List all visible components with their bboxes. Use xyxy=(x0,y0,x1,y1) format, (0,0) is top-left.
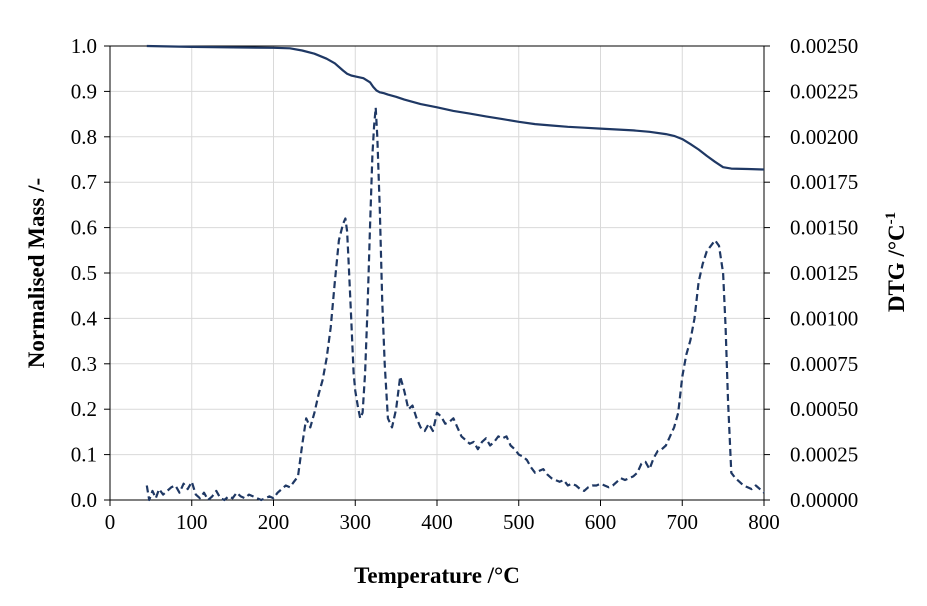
left-y-tick-label: 0.8 xyxy=(71,125,97,149)
x-tick-label: 800 xyxy=(748,510,780,534)
x-tick-label: 400 xyxy=(421,510,453,534)
normalised-mass-line xyxy=(146,44,765,171)
series-layer xyxy=(145,44,765,502)
right-y-tick-label: 0.00200 xyxy=(790,125,858,149)
right-y-axis: 0.00000 0.00025 0.00050 0.00075 0.00100 0.001… xyxy=(764,34,858,512)
x-tick-label: 500 xyxy=(503,510,535,534)
right-y-tick-label: 0.00050 xyxy=(790,397,858,421)
left-y-tick-label: 0.0 xyxy=(71,488,97,512)
right-y-tick-label: 0.00150 xyxy=(790,216,858,240)
left-y-axis: 0.0 0.1 0.2 0.3 0.4 0.5 0.6 0.7 0.8 0.9 1.0 xyxy=(71,34,110,512)
x-tick-label: 300 xyxy=(340,510,372,534)
right-y-axis-title-main: DTG /°C xyxy=(884,224,909,312)
right-y-axis-title-superscript: -1 xyxy=(883,212,899,225)
x-axis-title: Temperature /°C xyxy=(354,563,520,588)
x-axis: 0 100 200 300 400 500 600 700 800 xyxy=(105,500,780,534)
x-tick-label: 700 xyxy=(667,510,699,534)
left-y-tick-label: 0.7 xyxy=(71,170,97,194)
x-tick-label: 200 xyxy=(258,510,290,534)
grid xyxy=(109,45,765,501)
left-y-tick-label: 0.4 xyxy=(71,306,98,330)
right-y-tick-label: 0.00100 xyxy=(790,306,858,330)
right-y-tick-label: 0.00225 xyxy=(790,79,858,103)
right-y-tick-label: 0.00000 xyxy=(790,488,858,512)
right-y-axis-title: DTG /°C-1 xyxy=(883,212,909,312)
left-y-axis-title: Normalised Mass /- xyxy=(24,178,49,368)
x-tick-label: 100 xyxy=(176,510,208,534)
left-y-tick-label: 0.3 xyxy=(71,352,97,376)
right-y-tick-label: 0.00025 xyxy=(790,443,858,467)
right-y-tick-label: 0.00175 xyxy=(790,170,858,194)
left-y-tick-label: 0.6 xyxy=(71,216,97,240)
right-y-tick-label: 0.00125 xyxy=(790,261,858,285)
left-y-tick-label: 1.0 xyxy=(71,34,97,58)
right-y-tick-label: 0.00075 xyxy=(790,352,858,376)
left-y-tick-label: 0.1 xyxy=(71,443,97,467)
x-tick-label: 0 xyxy=(105,510,116,534)
left-y-tick-label: 0.2 xyxy=(71,397,97,421)
left-y-tick-label: 0.5 xyxy=(71,261,97,285)
dtg-line xyxy=(145,106,765,502)
right-y-tick-label: 0.00250 xyxy=(790,34,858,58)
left-y-tick-label: 0.9 xyxy=(71,79,97,103)
x-tick-label: 600 xyxy=(585,510,617,534)
